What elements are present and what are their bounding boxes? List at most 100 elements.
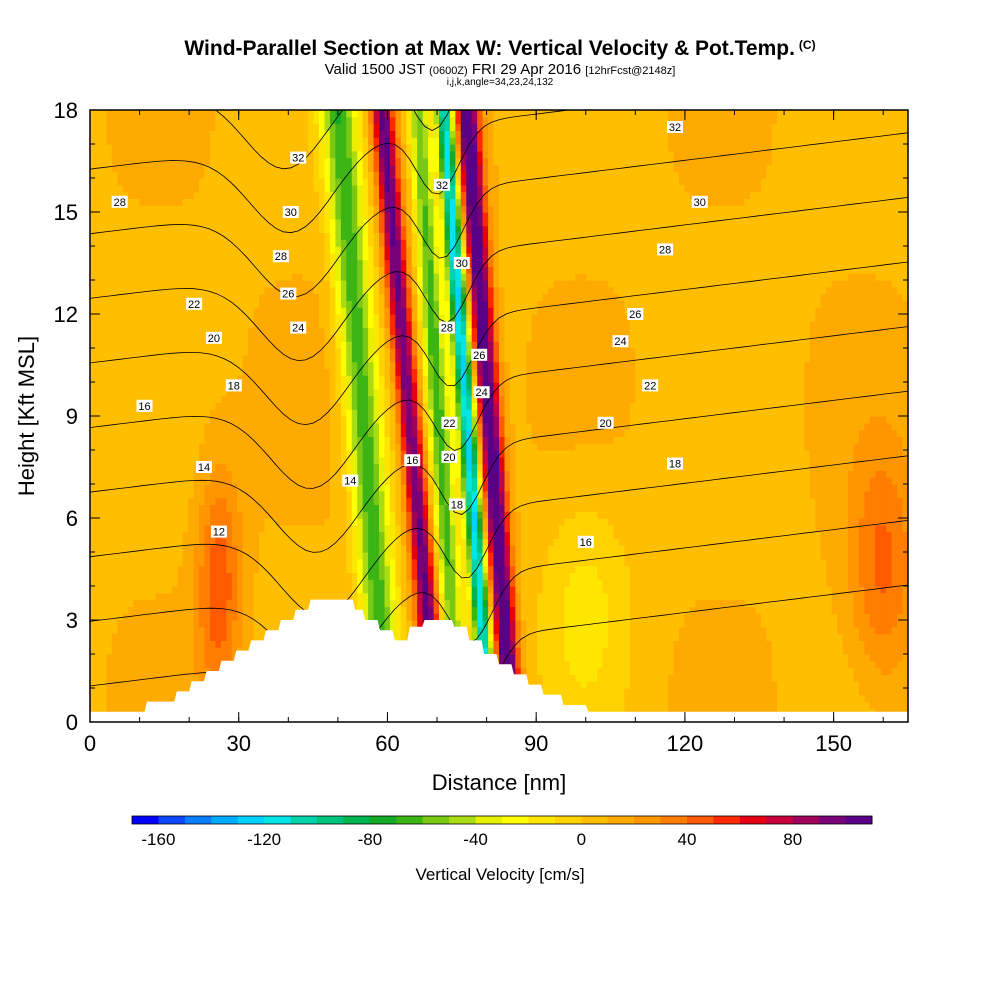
- w-cell: [188, 348, 195, 356]
- w-cell: [111, 212, 118, 220]
- w-cell: [340, 280, 347, 288]
- w-cell: [199, 164, 206, 172]
- w-cell: [384, 504, 391, 512]
- w-cell: [302, 592, 309, 601]
- w-cell: [193, 545, 200, 553]
- w-cell: [351, 375, 358, 383]
- w-cell: [362, 157, 369, 165]
- w-cell: [231, 341, 238, 349]
- w-cell: [286, 558, 293, 567]
- w-cell: [237, 368, 244, 376]
- w-cell: [193, 572, 200, 580]
- w-cell: [329, 382, 336, 390]
- w-cell: [95, 565, 102, 573]
- w-cell: [171, 592, 178, 601]
- w-cell: [319, 144, 326, 152]
- w-cell: [204, 388, 211, 397]
- w-cell: [297, 531, 304, 539]
- w-cell: [210, 116, 217, 125]
- w-cell: [259, 354, 266, 363]
- w-cell: [237, 218, 244, 227]
- w-cell: [384, 361, 391, 369]
- w-cell: [111, 354, 118, 363]
- w-cell: [324, 511, 331, 519]
- w-cell: [188, 565, 195, 573]
- w-cell: [177, 198, 184, 206]
- w-cell: [275, 341, 282, 349]
- w-cell: [177, 354, 184, 363]
- w-cell: [155, 320, 162, 329]
- w-cell: [291, 484, 298, 492]
- w-cell: [204, 592, 211, 601]
- w-cell: [313, 538, 320, 546]
- w-cell: [264, 361, 271, 369]
- w-cell: [302, 388, 309, 397]
- w-cell: [324, 307, 331, 315]
- w-cell: [329, 450, 336, 458]
- w-cell: [297, 477, 304, 485]
- w-cell: [259, 416, 266, 424]
- w-cell: [362, 388, 369, 397]
- w-cell: [313, 314, 320, 322]
- w-cell: [171, 110, 178, 118]
- w-cell: [155, 205, 162, 213]
- w-cell: [160, 504, 167, 512]
- w-cell: [357, 246, 364, 254]
- w-cell: [111, 531, 118, 539]
- w-cell: [128, 613, 135, 621]
- w-cell: [106, 409, 113, 417]
- w-cell: [155, 463, 162, 471]
- w-cell: [286, 552, 293, 560]
- w-cell: [313, 416, 320, 424]
- w-cell: [139, 443, 146, 451]
- w-cell: [117, 620, 124, 628]
- w-cell: [220, 157, 227, 165]
- w-cell: [150, 518, 157, 526]
- w-cell: [373, 382, 380, 390]
- w-cell: [373, 511, 380, 519]
- w-cell: [357, 300, 364, 308]
- w-cell: [160, 116, 167, 125]
- w-cell: [313, 511, 320, 519]
- w-cell: [357, 463, 364, 471]
- w-cell: [280, 518, 287, 526]
- w-cell: [188, 463, 195, 471]
- w-cell: [215, 660, 222, 669]
- w-cell: [215, 348, 222, 356]
- w-cell: [139, 110, 146, 118]
- w-cell: [308, 592, 315, 601]
- w-cell: [384, 354, 391, 363]
- w-cell: [329, 572, 336, 580]
- w-cell: [210, 184, 217, 193]
- w-cell: [177, 388, 184, 397]
- w-cell: [111, 416, 118, 424]
- w-cell: [357, 470, 364, 478]
- w-cell: [346, 184, 353, 193]
- w-cell: [259, 252, 266, 261]
- w-cell: [155, 144, 162, 152]
- w-cell: [144, 674, 151, 682]
- w-cell: [106, 681, 113, 689]
- w-cell: [242, 212, 249, 220]
- w-cell: [139, 191, 146, 199]
- w-cell: [210, 647, 217, 655]
- w-cell: [242, 552, 249, 560]
- w-cell: [319, 361, 326, 369]
- w-cell: [160, 150, 167, 159]
- w-cell: [95, 218, 102, 227]
- w-cell: [368, 354, 375, 363]
- w-cell: [379, 599, 386, 607]
- w-cell: [182, 429, 189, 437]
- w-cell: [313, 123, 320, 131]
- w-cell: [302, 497, 309, 505]
- w-cell: [297, 300, 304, 308]
- w-cell: [302, 395, 309, 403]
- w-cell: [133, 314, 140, 322]
- w-cell: [237, 191, 244, 199]
- w-cell: [324, 293, 331, 301]
- w-cell: [106, 252, 113, 261]
- w-cell: [204, 599, 211, 607]
- w-cell: [329, 436, 336, 444]
- w-cell: [291, 388, 298, 397]
- w-cell: [155, 307, 162, 315]
